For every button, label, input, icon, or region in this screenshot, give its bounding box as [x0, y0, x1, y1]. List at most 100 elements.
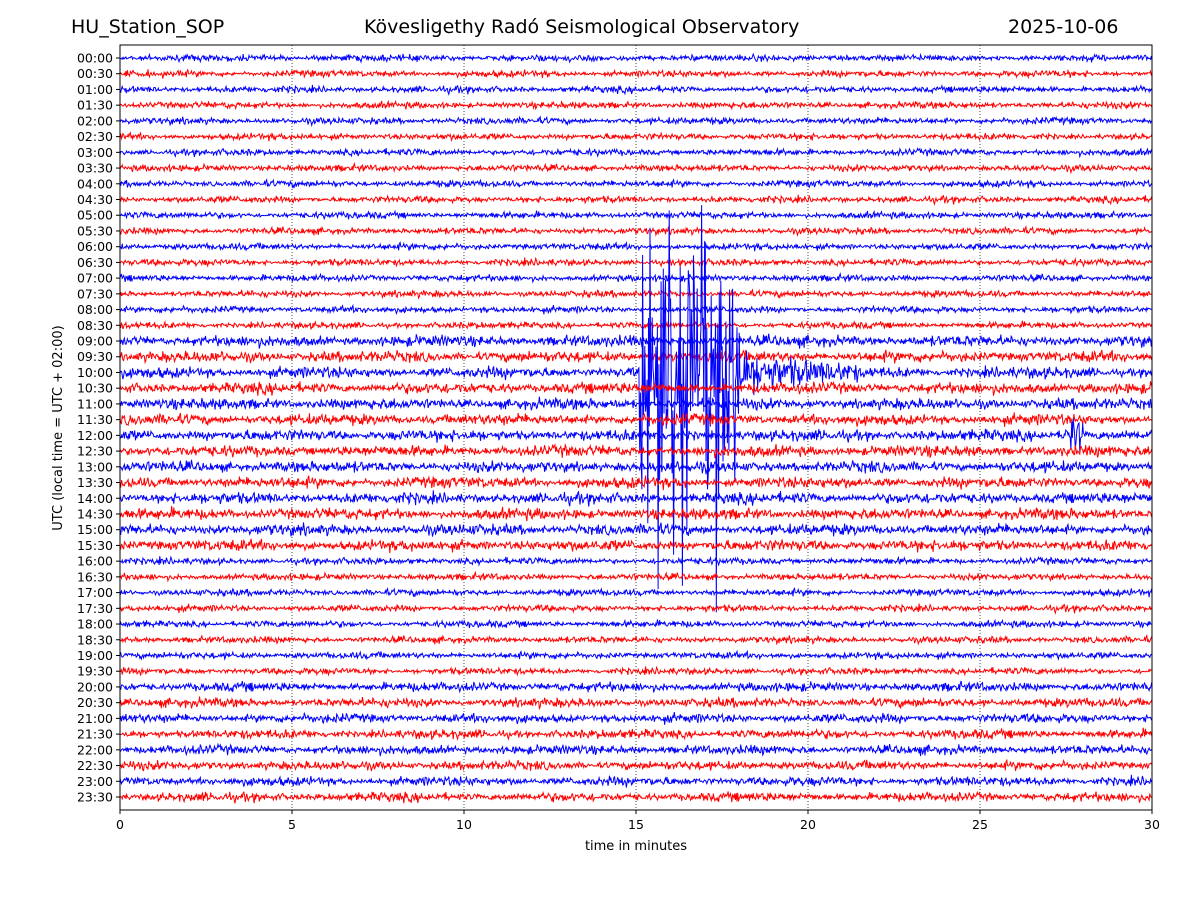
- y-tick-label: 22:30: [77, 758, 113, 773]
- y-tick-label: 00:30: [77, 66, 113, 81]
- y-tick-label: 16:00: [77, 554, 113, 569]
- y-tick-label: 12:00: [77, 428, 113, 443]
- trace-0800: [119, 303, 1153, 316]
- trace-1730: [119, 603, 1153, 615]
- trace-1130: [119, 412, 1153, 427]
- trace-1400: [119, 490, 1153, 507]
- y-tick-label: 19:00: [77, 648, 113, 663]
- x-tick-label: 0: [116, 817, 124, 832]
- y-tick-label: 01:30: [77, 98, 113, 113]
- trace-0400: [119, 178, 1153, 189]
- y-tick-label: 07:30: [77, 286, 113, 301]
- y-tick-label: 05:00: [77, 208, 113, 223]
- trace-0630: [119, 256, 1153, 268]
- y-tick-label: 02:30: [77, 129, 113, 144]
- trace-2130: [119, 727, 1153, 741]
- x-tick-label: 20: [800, 817, 816, 832]
- y-tick-label: 14:30: [77, 506, 113, 521]
- trace-0200: [119, 115, 1153, 128]
- trace-0700: [119, 272, 1153, 284]
- y-tick-label: 03:00: [77, 145, 113, 160]
- y-tick-label: 04:00: [77, 176, 113, 191]
- trace-1300: [119, 459, 1153, 475]
- y-tick-label: 10:00: [77, 365, 113, 380]
- y-tick-label: 19:30: [77, 664, 113, 679]
- y-tick-label: 04:30: [77, 192, 113, 207]
- trace-1500: [119, 522, 1153, 537]
- trace-1000: [119, 205, 1153, 613]
- x-tick-label: 5: [288, 817, 296, 832]
- traces: [119, 52, 1153, 804]
- y-tick-label: 05:30: [77, 223, 113, 238]
- trace-1930: [119, 665, 1153, 677]
- station-name: HU_Station_SOP: [71, 16, 225, 38]
- y-tick-label: 10:30: [77, 381, 113, 396]
- y-tick-label: 06:00: [77, 239, 113, 254]
- trace-0600: [119, 241, 1153, 252]
- trace-0300: [119, 146, 1153, 159]
- y-tick-label: 23:30: [77, 790, 113, 805]
- y-tick-label: 01:00: [77, 82, 113, 97]
- trace-0230: [119, 131, 1153, 143]
- trace-1900: [119, 649, 1153, 661]
- y-tick-label: 14:00: [77, 491, 113, 506]
- trace-0930: [119, 348, 1153, 365]
- trace-1330: [119, 475, 1153, 491]
- y-tick-label: 18:30: [77, 632, 113, 647]
- trace-1700: [119, 587, 1153, 598]
- y-tick-label: 15:30: [77, 538, 113, 553]
- trace-2100: [119, 711, 1153, 725]
- y-tick-label: 21:00: [77, 711, 113, 726]
- y-tick-label: 12:30: [77, 444, 113, 459]
- y-tick-label: 08:00: [77, 302, 113, 317]
- trace-0530: [119, 225, 1153, 237]
- trace-2200: [119, 742, 1153, 757]
- y-tick-label: 20:00: [77, 679, 113, 694]
- y-tick-label: 13:00: [77, 459, 113, 474]
- trace-0430: [119, 194, 1153, 207]
- trace-0030: [119, 68, 1153, 80]
- y-tick-label: 16:30: [77, 569, 113, 584]
- trace-1100: [119, 396, 1153, 412]
- x-axis-label: time in minutes: [585, 839, 687, 854]
- y-tick-label: 18:00: [77, 617, 113, 632]
- y-axis-label: UTC (local time = UTC + 02:00): [51, 325, 66, 530]
- date-label: 2025-10-06: [1008, 16, 1119, 38]
- trace-1630: [119, 570, 1153, 583]
- x-tick-label: 30: [1144, 817, 1160, 832]
- trace-0500: [119, 209, 1153, 221]
- trace-2030: [119, 696, 1153, 711]
- trace-0730: [119, 288, 1153, 300]
- y-tick-label: 15:00: [77, 522, 113, 537]
- y-tick-label: 22:00: [77, 742, 113, 757]
- y-tick-label: 02:00: [77, 113, 113, 128]
- y-tick-label: 08:30: [77, 318, 113, 333]
- y-tick-label: 07:00: [77, 271, 113, 286]
- y-tick-label: 09:30: [77, 349, 113, 364]
- trace-1200: [119, 418, 1153, 453]
- y-tick-label: 21:30: [77, 727, 113, 742]
- trace-2330: [119, 790, 1153, 804]
- trace-0100: [119, 83, 1153, 96]
- x-tick-label: 10: [456, 817, 472, 832]
- trace-2300: [119, 774, 1153, 788]
- y-tick-label: 00:00: [77, 51, 113, 66]
- y-tick-label: 23:00: [77, 774, 113, 789]
- trace-0330: [119, 161, 1153, 175]
- y-tick-label: 06:30: [77, 255, 113, 270]
- y-tick-label: 11:00: [77, 396, 113, 411]
- trace-1830: [119, 633, 1153, 646]
- trace-1430: [119, 506, 1153, 522]
- trace-1030: [119, 380, 1153, 396]
- observatory-title: Kövesligethy Radó Seismological Observat…: [364, 16, 800, 38]
- trace-0830: [119, 320, 1153, 331]
- trace-0900: [119, 333, 1153, 349]
- trace-0130: [119, 99, 1153, 111]
- x-tick-label: 15: [628, 817, 644, 832]
- y-tick-label: 20:30: [77, 695, 113, 710]
- x-tick-label: 25: [972, 817, 988, 832]
- trace-2000: [119, 680, 1153, 694]
- trace-1230: [119, 443, 1153, 459]
